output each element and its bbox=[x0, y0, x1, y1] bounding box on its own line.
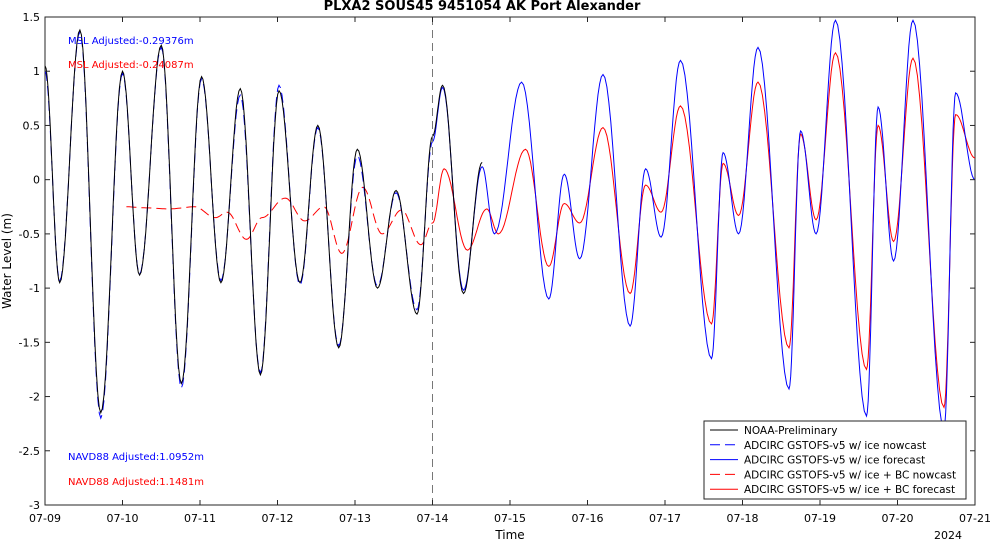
series-line-0 bbox=[45, 28, 483, 415]
x-tick-label: 07-18 bbox=[727, 512, 759, 525]
legend-label-3: ADCIRC GSTOFS-v5 w/ ice + BC nowcast bbox=[744, 469, 956, 481]
legend-label-2: ADCIRC GSTOFS-v5 w/ ice forecast bbox=[744, 455, 925, 467]
y-tick-label: -1.5 bbox=[19, 336, 40, 349]
legend-box bbox=[703, 420, 967, 500]
x-tick-label: 07-15 bbox=[494, 512, 526, 525]
chart-title: PLXA2 SOUS45 9451054 AK Port Alexander bbox=[324, 0, 641, 14]
y-tick-label: -0.5 bbox=[19, 228, 40, 241]
annotation-msl-blue: MSL Adjusted:-0.29376m bbox=[68, 36, 194, 47]
x-tick-label: 07-19 bbox=[804, 512, 836, 525]
annotation-navd88-blue: NAVD88 Adjusted:1.0952m bbox=[68, 452, 204, 463]
series-line-2 bbox=[432, 19, 975, 431]
y-tick-label: -3 bbox=[29, 499, 40, 512]
y-tick-label: -1 bbox=[29, 282, 40, 295]
annotation-msl-red: MSL Adjusted:-0.24087m bbox=[68, 60, 194, 71]
y-tick-label: -2 bbox=[29, 391, 40, 404]
y-tick-label: 1 bbox=[33, 65, 40, 78]
series-line-4 bbox=[432, 51, 975, 409]
y-tick-label: 1.5 bbox=[23, 11, 41, 24]
x-tick-label: 07-11 bbox=[184, 512, 216, 525]
x-tick-label: 07-14 bbox=[417, 512, 449, 525]
x-axis-label: Time bbox=[494, 528, 524, 541]
y-tick-label: 0.5 bbox=[23, 119, 41, 132]
x-year-label: 2024 bbox=[934, 529, 962, 541]
x-tick-label: 07-13 bbox=[339, 512, 371, 525]
legend-label-4: ADCIRC GSTOFS-v5 w/ ice + BC forecast bbox=[744, 484, 955, 496]
legend-label-0: NOAA-Preliminary bbox=[744, 425, 837, 437]
x-tick-label: 07-10 bbox=[107, 512, 139, 525]
x-tick-label: 07-16 bbox=[572, 512, 604, 525]
annotation-navd88-red: NAVD88 Adjusted:1.1481m bbox=[68, 477, 204, 488]
legend: NOAA-Preliminary ADCIRC GSTOFS-v5 w/ ice … bbox=[703, 420, 967, 500]
x-tick-label: 07-17 bbox=[649, 512, 681, 525]
x-tick-label: 07-20 bbox=[882, 512, 914, 525]
y-tick-label: 0 bbox=[33, 174, 40, 187]
x-tick-label: 07-21 bbox=[959, 512, 991, 525]
y-tick-label: -2.5 bbox=[19, 445, 40, 458]
legend-label-1: ADCIRC GSTOFS-v5 w/ ice nowcast bbox=[744, 440, 926, 452]
x-tick-label: 07-09 bbox=[29, 512, 61, 525]
y-axis-label: Water Level (m) bbox=[0, 213, 14, 309]
x-tick-label: 07-12 bbox=[262, 512, 294, 525]
